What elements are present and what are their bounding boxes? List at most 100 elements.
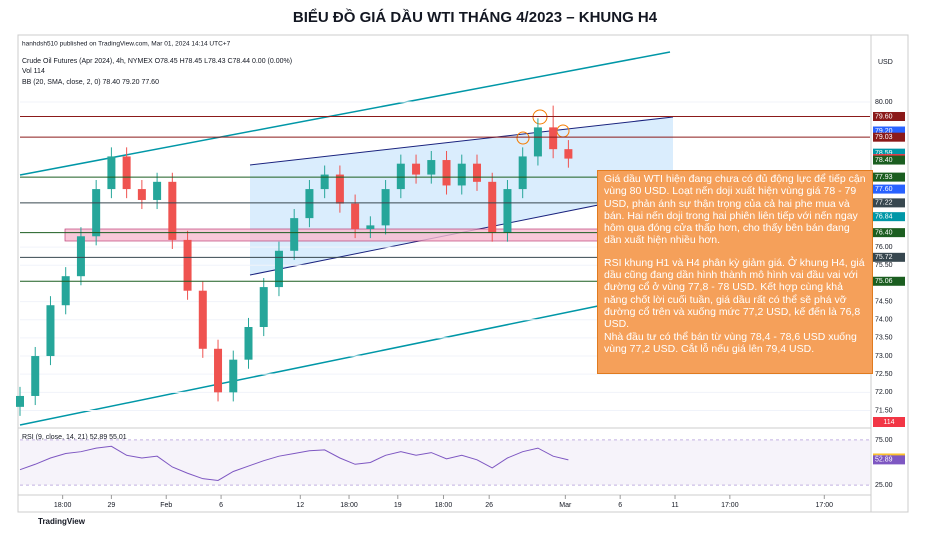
x-tick-label: 18:00: [54, 502, 72, 509]
candle-body: [488, 181, 497, 233]
annotation-text: RSI khung H1 và H4 phân kỳ giảm giá. Ở k…: [604, 256, 865, 331]
price-tag-box: [873, 126, 905, 136]
price-tag: 78.40: [875, 157, 893, 164]
brand: TradingView: [38, 517, 86, 526]
candle-body: [533, 127, 542, 157]
price-tag-box: [873, 184, 905, 194]
price-tag: 76.40: [875, 229, 893, 236]
candle-body: [290, 218, 299, 251]
y-tick-label: 72.00: [875, 389, 893, 396]
candle-body: [472, 163, 481, 182]
x-tick-label: Mar: [559, 502, 572, 509]
volume-tag: 114: [883, 419, 894, 426]
rsi-line: [19, 445, 569, 481]
x-tick-label: 11: [671, 502, 678, 509]
candle-body: [76, 236, 85, 277]
y-tick-label: 74.00: [875, 317, 893, 324]
legend: BB (20, SMA, close, 2, 0) 78.40 79.20 77…: [22, 79, 159, 86]
x-tick-label: 19: [394, 502, 402, 509]
legend: Vol 114: [22, 68, 45, 75]
price-tag: 79.20: [875, 128, 893, 135]
volume-tag-box: [873, 417, 905, 427]
y-tick-label: 72.50: [875, 371, 893, 378]
candle-body: [46, 305, 55, 357]
price-tag-box: [873, 228, 905, 238]
x-tick-label: 6: [219, 502, 223, 509]
price-tag: 77.22: [875, 200, 893, 207]
candle-body: [183, 239, 192, 291]
candle-body: [107, 156, 116, 190]
price-tag: 76.84: [875, 214, 893, 221]
frame: [17, 34, 909, 513]
candle-body: [503, 189, 512, 233]
legend: Crude Oil Futures (Apr 2024), 4h, NYMEX …: [22, 58, 292, 65]
candle-body: [274, 250, 283, 288]
x-tick-label: 12: [296, 502, 304, 509]
x-tick-label: 29: [107, 502, 115, 509]
candle-body: [549, 127, 558, 150]
candle-body: [412, 163, 421, 175]
candle-body: [259, 287, 268, 328]
price-tag-box: [873, 132, 905, 142]
price-tag: 75.06: [875, 278, 893, 285]
publisher: hanhdsh510 published on TradingView.com,…: [22, 41, 231, 48]
candle-body: [442, 160, 451, 186]
candle-body: [427, 160, 436, 175]
price-tag-box: [873, 198, 905, 208]
candle-body: [122, 156, 131, 190]
price-tag-box: [873, 155, 905, 165]
y-tick-label: 73.50: [875, 335, 893, 342]
currency: USD: [878, 59, 893, 66]
candle-body: [229, 359, 238, 393]
y-tick-label: 80.00: [875, 99, 893, 106]
x-tick-label: Feb: [160, 502, 172, 509]
rsi-tick-label: 75.00: [875, 437, 893, 444]
candle-body: [31, 356, 40, 396]
candle-body: [61, 276, 70, 306]
annotation-text: Nhà đầu tư có thể bán từ vùng 78,4 - 78,…: [604, 330, 857, 355]
candle-body: [214, 348, 223, 393]
price-tag-box: [873, 172, 905, 182]
y-tick-label: 73.00: [875, 353, 893, 360]
rsi-legend: RSI (9, close, 14, 21) 52.89 55.01: [22, 434, 127, 441]
rsi-tag: 52.89: [875, 457, 893, 464]
x-tick-label: 6: [618, 502, 622, 509]
price-tag: 75.72: [875, 254, 893, 261]
y-tick-label: 71.50: [875, 407, 893, 414]
candle-body: [198, 290, 207, 349]
candle-body: [92, 189, 101, 237]
price-tag: 77.60: [875, 186, 893, 193]
price-tag-box: [873, 212, 905, 222]
annotation-box: Giá dầu WTI hiện đang chưa có đủ động lự…: [597, 170, 873, 374]
annotation-text: Giá dầu WTI hiện đang chưa có đủ động lự…: [604, 173, 866, 247]
price-tag: 77.93: [875, 174, 893, 181]
y-tick-label: 74.50: [875, 298, 893, 305]
x-tick-label: 17:00: [816, 502, 834, 509]
rsi-tick-label: 25.00: [875, 482, 893, 489]
rsi-band: [20, 440, 870, 485]
price-tag: 78.59: [875, 150, 893, 157]
price-tag-box: [873, 276, 905, 286]
price-tag: 79.60: [875, 113, 893, 120]
candle-body: [335, 174, 344, 204]
price-tag-box: [873, 148, 905, 158]
candle-body: [16, 395, 24, 407]
y-tick-label: 75.50: [875, 262, 893, 269]
candle-body: [381, 189, 390, 226]
rsi-tag-box: [873, 455, 905, 465]
candle-body: [457, 163, 466, 186]
candle-body: [320, 174, 329, 190]
candle-body: [153, 181, 162, 200]
x-tick-label: 26: [485, 502, 493, 509]
y-tick-label: 76.00: [875, 244, 893, 251]
price-tag-box: [873, 252, 905, 262]
x-tick-label: 18:00: [435, 502, 453, 509]
candle-body: [518, 156, 527, 190]
x-tick-label: 17:00: [721, 502, 739, 509]
x-tick-label: 18:00: [340, 502, 358, 509]
price-tag: 79.03: [875, 134, 893, 141]
candle-body: [366, 225, 375, 230]
price-tag-box: [873, 111, 905, 121]
candle-body: [137, 189, 146, 200]
